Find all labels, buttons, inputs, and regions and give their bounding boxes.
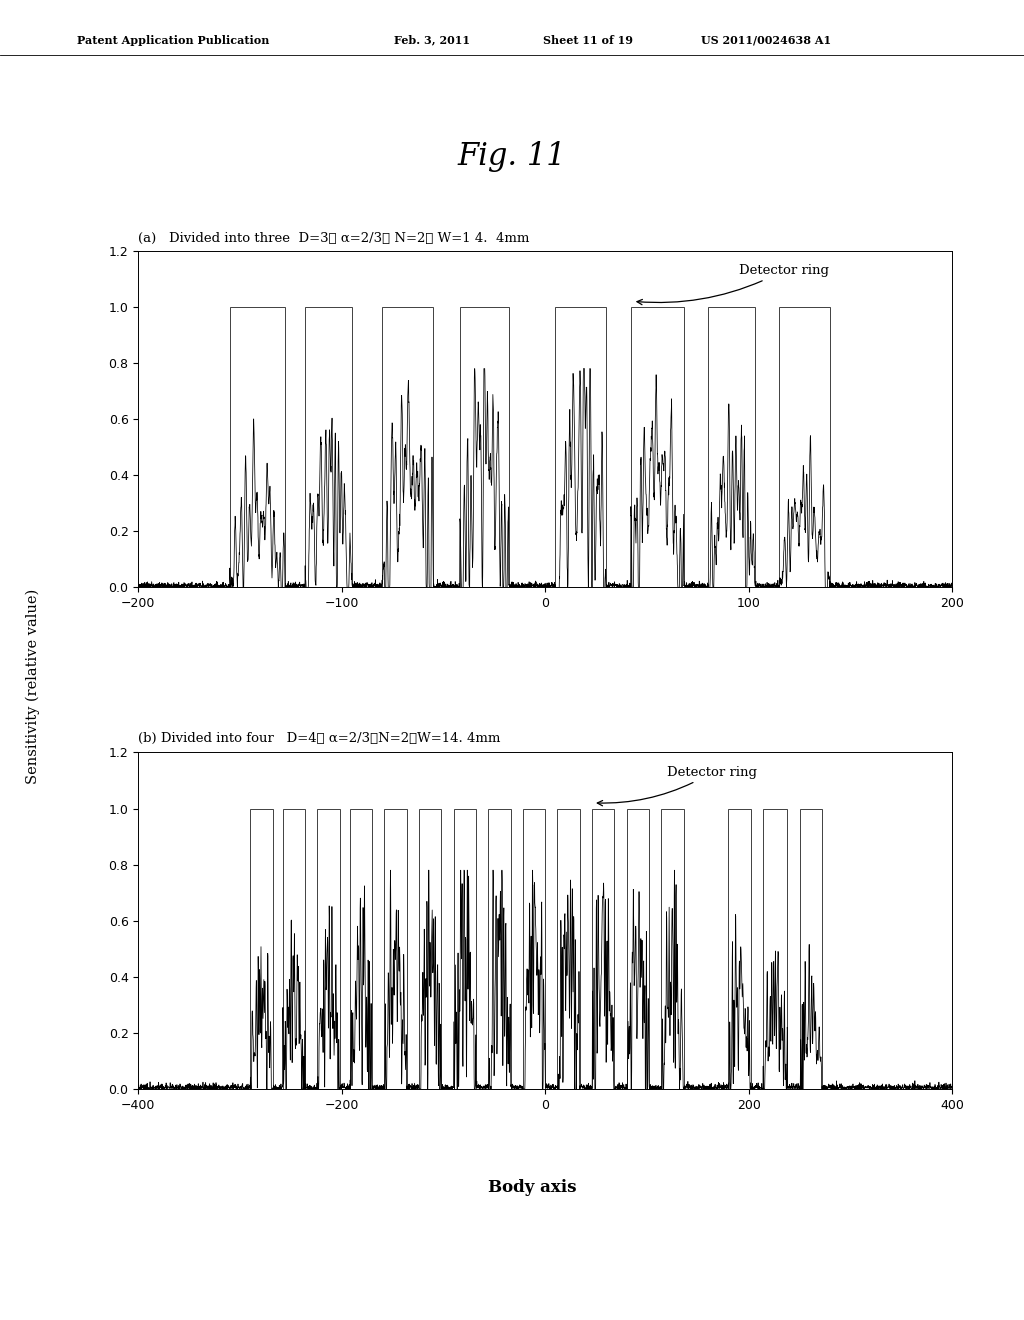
Bar [523, 808, 545, 1089]
Bar [709, 306, 755, 587]
Text: Sensitivity (relative value): Sensitivity (relative value) [26, 589, 40, 784]
Bar [592, 808, 614, 1089]
Bar [662, 808, 684, 1089]
Text: US 2011/0024638 A1: US 2011/0024638 A1 [701, 34, 831, 46]
Bar [317, 808, 340, 1089]
Text: Detector ring: Detector ring [637, 264, 828, 305]
Bar [460, 306, 509, 587]
Bar [384, 808, 407, 1089]
Bar [728, 808, 751, 1089]
Bar [283, 808, 305, 1089]
Bar [627, 808, 649, 1089]
Bar [763, 808, 787, 1089]
Text: (b) Divided into four   D=4、 α=2/3，N=2，W=14. 4mm: (b) Divided into four D=4、 α=2/3，N=2，W=1… [138, 731, 501, 744]
Bar [305, 306, 352, 587]
Bar [800, 808, 822, 1089]
Bar [454, 808, 476, 1089]
Bar [419, 808, 441, 1089]
Text: Body axis: Body axis [488, 1179, 577, 1196]
Bar [488, 808, 511, 1089]
Text: Fig. 11: Fig. 11 [458, 141, 566, 172]
Text: Patent Application Publication: Patent Application Publication [77, 34, 269, 46]
Bar [350, 808, 373, 1089]
Text: (a)   Divided into three  D=3、 α=2/3、 N=2、 W=1 4.  4mm: (a) Divided into three D=3、 α=2/3、 N=2、 … [138, 231, 529, 244]
Text: Feb. 3, 2011: Feb. 3, 2011 [394, 34, 470, 46]
Bar [229, 306, 285, 587]
Text: Detector ring: Detector ring [597, 766, 758, 805]
Bar [555, 306, 606, 587]
Bar [779, 306, 830, 587]
Bar [382, 306, 433, 587]
Bar [631, 306, 684, 587]
Bar [557, 808, 580, 1089]
Text: Sheet 11 of 19: Sheet 11 of 19 [543, 34, 633, 46]
Bar [250, 808, 272, 1089]
